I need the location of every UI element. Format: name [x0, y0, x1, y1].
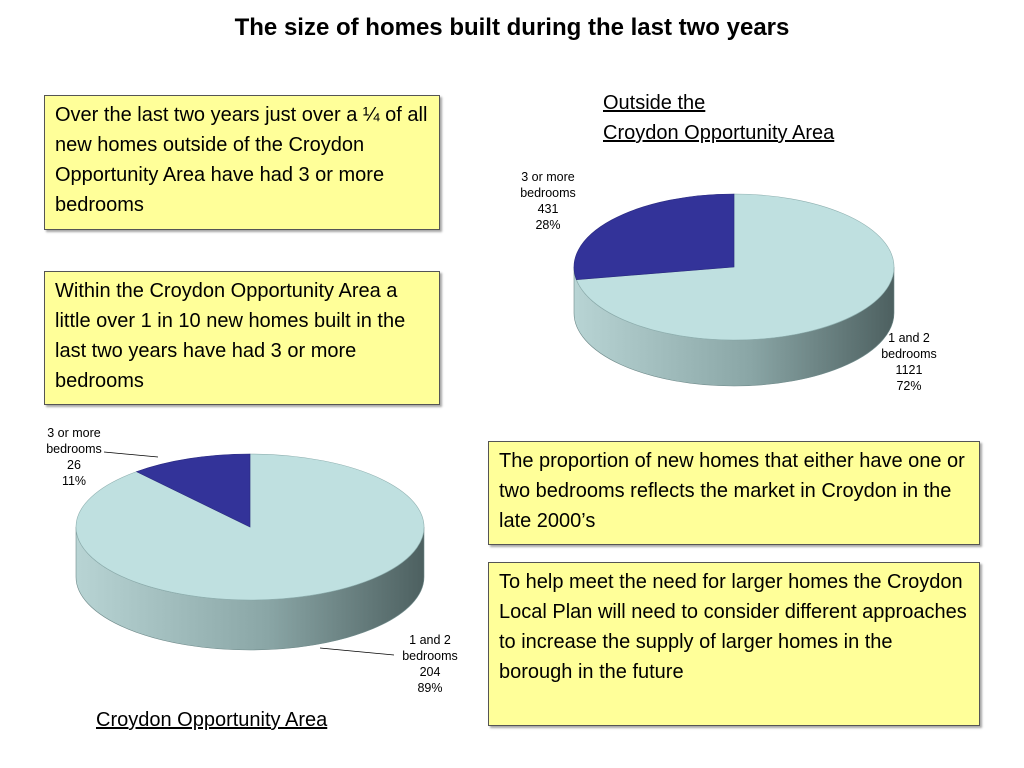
slice-label-line-1: 3 or more — [521, 170, 575, 184]
slice-label-outside-1and2: 1 and 2 bedrooms 1121 72% — [869, 330, 949, 394]
leader-line-coa-1and2 — [319, 647, 395, 656]
slice-label-percent: 28% — [535, 218, 561, 232]
note-outside-coa: Over the last two years just over a ¼ of… — [44, 95, 440, 230]
note-within-coa: Within the Croydon Opportunity Area a li… — [44, 271, 440, 405]
slice-label-value: 1121 — [895, 363, 923, 377]
pie-slice-1-and-2-bedrooms — [575, 193, 895, 341]
slice-label-percent: 72% — [896, 379, 922, 393]
slice-label-coa-1and2: 1 and 2 bedrooms 204 89% — [390, 632, 470, 696]
pie-chart-coa — [75, 453, 425, 651]
pie-slice-3-or-more-bedrooms — [135, 453, 251, 528]
slice-label-percent: 89% — [417, 681, 443, 695]
slice-label-line-1: 1 and 2 — [888, 331, 930, 345]
slice-label-coa-3plus: 3 or more bedrooms 26 11% — [34, 425, 114, 489]
slice-label-line-2: bedrooms — [520, 186, 576, 200]
pie-slice-3-or-more-bedrooms — [573, 193, 735, 280]
chart-title-outside-coa: Outside the Croydon Opportunity Area — [603, 88, 834, 148]
chart-title-coa: Croydon Opportunity Area — [96, 709, 328, 731]
slice-label-line-2: bedrooms — [46, 442, 102, 456]
chart-title-line-2: Croydon Opportunity Area — [603, 122, 835, 144]
note-local-plan: To help meet the need for larger homes t… — [488, 562, 980, 726]
slice-label-line-1: 3 or more — [47, 426, 101, 440]
slice-label-value: 431 — [537, 202, 559, 216]
leader-line-coa-3plus — [103, 451, 159, 458]
note-market-proportion: The proportion of new homes that either … — [488, 441, 980, 545]
slice-label-value: 26 — [67, 458, 81, 472]
leader-lines — [103, 451, 395, 656]
slice-label-value: 204 — [419, 665, 441, 679]
slice-label-outside-3plus: 3 or more bedrooms 431 28% — [508, 169, 588, 233]
slice-label-percent: 11% — [61, 474, 87, 488]
pie-chart-outside-coa — [573, 193, 895, 387]
page-title: The size of homes built during the last … — [234, 14, 790, 41]
slice-label-line-2: bedrooms — [881, 347, 937, 361]
chart-title-line-1: Outside the — [603, 92, 706, 114]
slice-label-line-1: 1 and 2 — [409, 633, 451, 647]
slice-label-line-2: bedrooms — [402, 649, 458, 663]
